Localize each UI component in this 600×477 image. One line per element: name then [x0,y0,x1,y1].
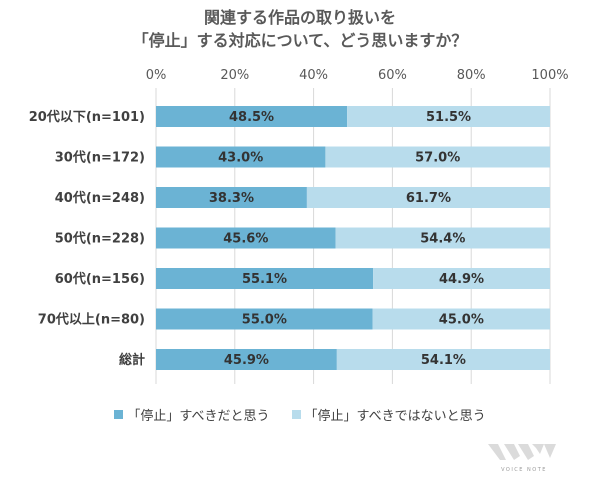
category-label: 60代(n=156) [55,271,145,287]
x-tick-label: 20% [220,68,249,83]
bar-segment-series-1 [156,106,348,127]
legend-swatch-series-1 [114,410,124,419]
legend-item-series-2: 「停止」すべきではないと思う [291,405,486,424]
data-label: 55.1% [242,272,287,287]
bar-segment-series-1 [156,349,337,370]
data-label: 55.0% [242,313,287,328]
category-label: 40代(n=248) [55,190,145,206]
bars: 48.5% 51.5% 43.0% 57.0% 38.3% 61.7% 45.6% 54.4%… [156,106,550,370]
data-label: 45.6% [223,232,268,247]
data-label: 48.5% [229,110,274,125]
bar-segment-series-1 [156,146,326,168]
x-tick-label: 40% [299,68,328,83]
stacked-bar-chart: 0% 20% 40% 60% 80% 100% 48.5% 51.5% 43.0% 57.0% 3… [29,68,569,384]
data-label: 38.3% [209,191,254,206]
legend-label-series-2: 「停止」すべきではないと思う [304,409,486,424]
bar-segment-series-2 [336,349,550,370]
data-label: 45.9% [224,353,269,368]
category-label: 20代以下(n=101) [29,109,145,125]
legend-swatch-series-2 [291,410,301,419]
chart-title: 関連する作品の取り扱いを 「停止」する対応について、どう思いますか？ [0,6,600,52]
bar-segment-series-2 [347,106,550,127]
category-label: 70代以上(n=80) [38,312,145,328]
data-label: 61.7% [406,191,451,206]
category-label: 総計 [119,352,145,368]
x-tick-label: 60% [378,68,407,83]
bar-segment-series-1 [156,268,374,289]
chart-title-line-2: 「停止」する対応について、どう思いますか？ [132,31,468,50]
category-label: 50代(n=228) [55,231,145,247]
bar-segment-series-1 [156,308,373,330]
x-tick-label: 100% [531,68,568,83]
legend: 「停止」すべきだと思う 「停止」すべきではないと思う [0,405,600,424]
voice-note-logo: VOICE NOTE [488,444,556,473]
bar-segment-series-1 [156,187,307,208]
data-label: 43.0% [218,151,263,166]
bar-segment-series-2 [306,187,550,208]
bar-segment-series-2 [373,268,550,289]
x-tick-label: 0% [146,68,167,83]
x-tick-label: 80% [457,68,486,83]
data-label: 57.0% [415,151,460,166]
chart-title-line-1: 関連する作品の取り扱いを [203,8,396,27]
data-label: 51.5% [426,110,471,125]
logo-wordmark: VOICE NOTE [501,467,547,473]
bar-segment-series-2 [372,308,550,330]
category-label: 30代(n=172) [55,150,145,166]
x-axis-tick-labels: 0% 20% 40% 60% 80% 100% [146,68,569,83]
data-label: 54.1% [421,353,466,368]
bar-segment-series-2 [325,146,550,168]
legend-label-series-1: 「停止」すべきだと思う [127,409,270,424]
bar-segment-series-2 [335,227,550,249]
data-label: 45.0% [439,313,484,328]
legend-item-series-1: 「停止」すべきだと思う [114,405,270,424]
data-label: 54.4% [420,232,465,247]
data-label: 44.9% [439,272,484,287]
bar-segment-series-1 [156,227,336,249]
category-labels: 20代以下(n=101) 30代(n=172) 40代(n=248) 50代(n=22… [29,109,145,368]
